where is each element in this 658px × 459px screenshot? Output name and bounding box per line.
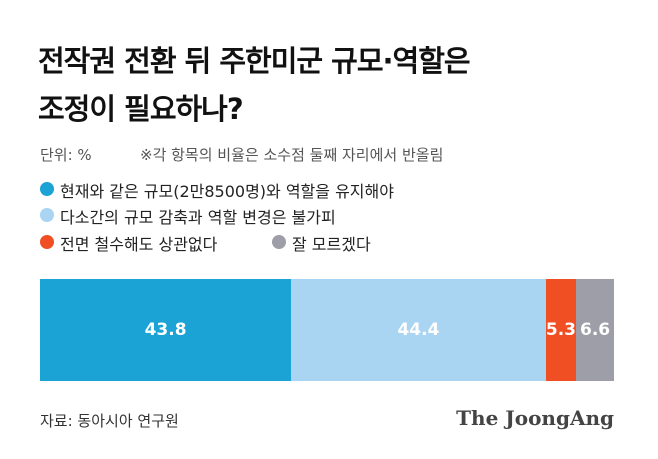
value-label: 6.6	[580, 320, 611, 340]
legend-label: 잘 모르겠다	[292, 235, 371, 254]
legend-label: 전면 철수해도 상관없다	[60, 235, 218, 254]
legend-label: 다소간의 규모 감축과 역할 변경은 불가피	[60, 208, 336, 227]
value-label: 5.3	[545, 320, 577, 340]
bar-segment	[576, 279, 614, 381]
source: 자료: 동아시아 연구원	[40, 412, 179, 430]
bar-segment	[291, 279, 546, 381]
legend-marker	[40, 182, 54, 196]
logo: The JoongAng	[456, 406, 614, 430]
title-line: 조정이 필요하나?	[38, 92, 244, 126]
bar-segment	[545, 279, 577, 381]
legend-marker	[272, 235, 286, 249]
legend-label: 현재와 같은 규모(2만8500명)와 역할을 유지해야	[60, 182, 394, 201]
note: ※각 항목의 비율은 소수점 둘째 자리에서 반올림	[140, 146, 444, 164]
legend-marker	[40, 208, 54, 222]
value-label: 43.8	[144, 320, 187, 340]
title-line: 전작권 전환 뒤 주한미군 규모·역할은	[38, 44, 471, 78]
unit: 단위: %	[40, 146, 92, 164]
bar-segment	[40, 279, 292, 381]
value-label: 44.4	[397, 320, 440, 340]
legend-marker	[40, 235, 54, 249]
